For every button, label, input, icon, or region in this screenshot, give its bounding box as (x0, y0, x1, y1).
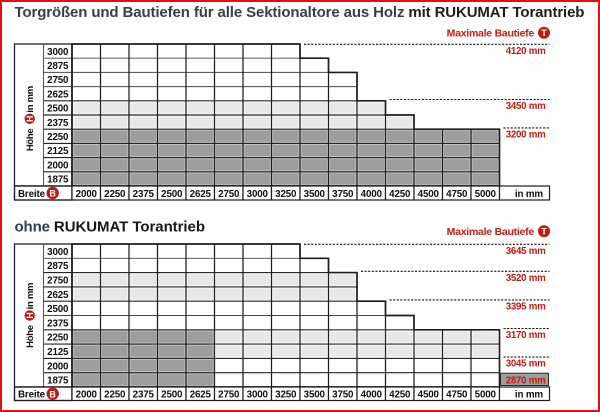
svg-text:1875: 1875 (47, 175, 69, 186)
svg-text:3170 mm: 3170 mm (506, 330, 546, 341)
svg-text:3645 mm: 3645 mm (506, 246, 546, 257)
svg-text:2870 mm: 2870 mm (506, 375, 546, 386)
svg-text:2500: 2500 (161, 189, 183, 200)
svg-text:in mm: in mm (515, 390, 544, 401)
svg-text:3000: 3000 (247, 390, 269, 401)
svg-text:2125: 2125 (47, 146, 69, 157)
svg-text:1875: 1875 (47, 376, 69, 387)
svg-text:Torgrößen und Bautiefen für al: Torgrößen und Bautiefen für alle Sektion… (15, 4, 585, 21)
svg-text:2500: 2500 (161, 390, 183, 401)
svg-text:Maximale Bautiefe: Maximale Bautiefe (447, 226, 535, 238)
svg-text:2000: 2000 (47, 361, 69, 372)
svg-text:H: H (25, 116, 35, 122)
svg-text:B: B (50, 189, 56, 199)
svg-text:in mm: in mm (25, 283, 36, 309)
svg-text:T: T (541, 227, 547, 237)
svg-text:3500: 3500 (304, 189, 326, 200)
svg-text:2625: 2625 (47, 290, 69, 301)
svg-text:4000: 4000 (361, 189, 383, 200)
svg-text:2750: 2750 (218, 189, 240, 200)
svg-text:Höhe: Höhe (25, 129, 36, 152)
svg-text:in mm: in mm (515, 189, 544, 200)
svg-text:2125: 2125 (47, 347, 69, 358)
svg-text:3045 mm: 3045 mm (506, 359, 546, 370)
svg-text:Breite: Breite (18, 390, 46, 401)
svg-text:in mm: in mm (25, 86, 36, 112)
svg-text:B: B (50, 389, 56, 399)
svg-text:H: H (25, 312, 35, 318)
svg-text:2000: 2000 (76, 189, 98, 200)
svg-text:2000: 2000 (47, 160, 69, 171)
svg-text:4250: 4250 (389, 390, 411, 401)
svg-text:2625: 2625 (190, 189, 212, 200)
svg-text:4750: 4750 (446, 390, 468, 401)
svg-text:3750: 3750 (332, 189, 354, 200)
svg-text:4250: 4250 (389, 189, 411, 200)
svg-text:2750: 2750 (47, 75, 69, 86)
svg-text:3000: 3000 (247, 189, 269, 200)
svg-text:Maximale Bautiefe: Maximale Bautiefe (447, 27, 535, 39)
svg-text:2250: 2250 (104, 189, 126, 200)
svg-text:3520 mm: 3520 mm (506, 273, 546, 284)
svg-text:3500: 3500 (304, 390, 326, 401)
svg-text:2375: 2375 (47, 118, 69, 129)
svg-text:2250: 2250 (47, 333, 69, 344)
svg-text:3750: 3750 (332, 390, 354, 401)
svg-text:Breite: Breite (18, 189, 46, 200)
svg-text:Höhe: Höhe (25, 325, 36, 348)
svg-text:2625: 2625 (47, 89, 69, 100)
svg-text:3395 mm: 3395 mm (506, 302, 546, 313)
svg-text:2750: 2750 (47, 275, 69, 286)
svg-text:2750: 2750 (218, 390, 240, 401)
svg-text:2875: 2875 (47, 61, 69, 72)
svg-text:2875: 2875 (47, 261, 69, 272)
svg-text:T: T (541, 28, 547, 38)
svg-text:4000: 4000 (361, 390, 383, 401)
svg-text:ohne RUKUMAT Torantrieb: ohne RUKUMAT Torantrieb (15, 218, 205, 235)
svg-text:5000: 5000 (475, 189, 497, 200)
svg-text:3000: 3000 (47, 247, 69, 258)
svg-text:2500: 2500 (47, 104, 69, 115)
svg-text:3450 mm: 3450 mm (506, 101, 546, 112)
svg-text:4500: 4500 (418, 390, 440, 401)
svg-text:2500: 2500 (47, 304, 69, 315)
svg-text:2250: 2250 (104, 390, 126, 401)
svg-text:3250: 3250 (275, 189, 297, 200)
svg-text:2375: 2375 (133, 189, 155, 200)
svg-text:4750: 4750 (446, 189, 468, 200)
svg-text:2000: 2000 (76, 390, 98, 401)
svg-text:2375: 2375 (133, 390, 155, 401)
svg-text:2250: 2250 (47, 132, 69, 143)
svg-text:3000: 3000 (47, 47, 69, 58)
svg-text:3250: 3250 (275, 390, 297, 401)
svg-text:5000: 5000 (475, 390, 497, 401)
svg-text:2625: 2625 (190, 390, 212, 401)
svg-text:2375: 2375 (47, 318, 69, 329)
svg-text:3200 mm: 3200 mm (506, 130, 546, 141)
svg-text:4500: 4500 (418, 189, 440, 200)
svg-text:4120 mm: 4120 mm (506, 46, 546, 57)
